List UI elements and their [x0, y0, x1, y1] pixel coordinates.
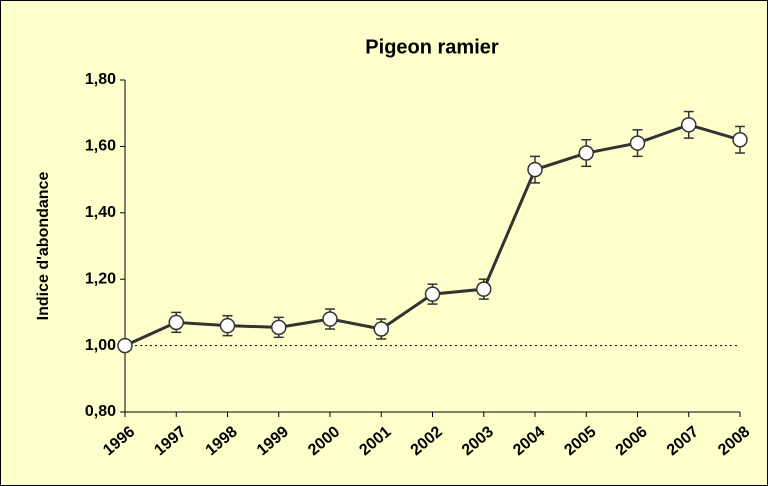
- data-point: [322, 311, 338, 327]
- y-tick-label: 1,60: [85, 138, 116, 155]
- y-tick-label: 1,40: [85, 204, 116, 221]
- data-point: [117, 337, 133, 354]
- data-point: [681, 117, 697, 133]
- data-point: [629, 135, 646, 151]
- y-tick-label: 1,00: [85, 337, 116, 354]
- y-axis-label: Indice d'abondance: [35, 172, 52, 321]
- chart-title: Pigeon ramier: [365, 36, 499, 58]
- data-point: [578, 145, 594, 161]
- data-point: [219, 317, 236, 334]
- data-point: [476, 281, 492, 297]
- y-tick-label: 0,80: [85, 403, 116, 420]
- data-point: [527, 161, 543, 178]
- y-tick-label: 1,20: [85, 270, 116, 287]
- data-point: [424, 286, 441, 302]
- data-point: [271, 319, 287, 336]
- data-point: [732, 132, 748, 148]
- data-point: [168, 314, 184, 331]
- data-point: [373, 321, 389, 337]
- y-tick-label: 1,80: [85, 71, 116, 88]
